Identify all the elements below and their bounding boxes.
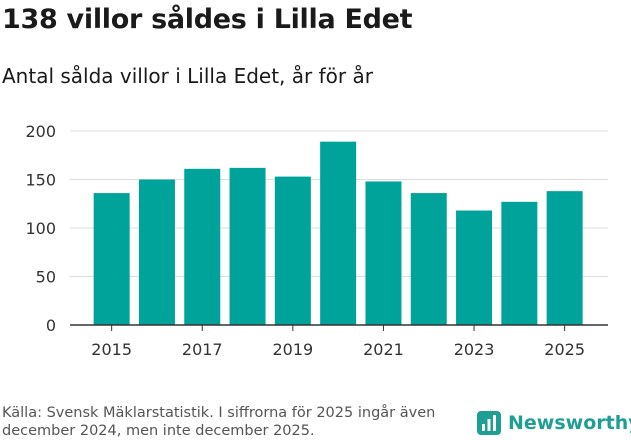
x-tick-label: 2023 <box>454 340 495 359</box>
bar-2025 <box>546 191 583 325</box>
bar-2019 <box>274 176 311 325</box>
x-tick-label: 2021 <box>363 340 404 359</box>
chart-subtitle: Antal sålda villor i Lilla Edet, år för … <box>2 64 373 88</box>
bar-2017 <box>184 168 221 325</box>
x-tick-label: 2025 <box>544 340 585 359</box>
y-tick-label: 200 <box>25 122 56 141</box>
bar-2022 <box>410 193 447 325</box>
bar-chart: 0 50 100 150 200 2015 2017 2019 2021 2023 2025 <box>25 122 608 359</box>
x-tick-label: 2015 <box>91 340 132 359</box>
bar-2015 <box>93 193 130 325</box>
x-tick-label: 2017 <box>182 340 223 359</box>
bar-2023 <box>456 210 493 325</box>
y-tick-label: 150 <box>25 171 56 190</box>
chart-title: 138 villor såldes i Lilla Edet <box>2 4 413 35</box>
bars <box>93 141 583 325</box>
axes: 0 50 100 150 200 2015 2017 2019 2021 2023 2025 <box>25 122 608 359</box>
brand-name: Newsworthy <box>508 412 631 434</box>
y-tick-label: 0 <box>46 316 56 335</box>
bar-2024 <box>501 201 538 325</box>
source-note: Källa: Svensk Mäklarstatistik. I siffror… <box>2 405 436 439</box>
y-tick-label: 100 <box>25 219 56 238</box>
bar-2018 <box>229 167 266 325</box>
brand-logo: Newsworthy <box>476 408 631 438</box>
bar-2021 <box>365 181 402 325</box>
bar-2016 <box>138 179 175 325</box>
y-tick-label: 50 <box>36 268 56 287</box>
bar-2020 <box>320 141 357 325</box>
x-tick-label: 2019 <box>272 340 313 359</box>
newsworthy-logo-icon <box>477 411 501 435</box>
